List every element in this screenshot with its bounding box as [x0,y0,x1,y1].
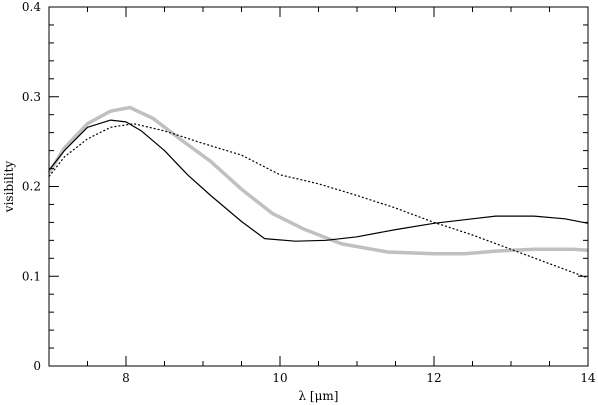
series-line-thick-gray [47,105,589,256]
x-tick-label: 8 [122,371,130,385]
y-tick-label: 0.2 [22,180,41,194]
y-axis-label: visibility [2,161,16,214]
series-group [47,105,589,279]
ticks-group [48,6,589,367]
x-tick-label: 12 [426,371,441,385]
x-tick-label: 10 [272,371,287,385]
y-tick-label: 0.3 [22,90,41,104]
series-line-dotted-black [48,123,589,279]
x-axis-label: λ [μm] [299,389,339,403]
tick-labels-group: 8 10 12 14 0 0.1 0.2 0.3 0.4 [22,0,596,385]
series-line-solid-black [48,119,589,242]
y-tick-label: 0.4 [22,0,41,14]
y-tick-label: 0.1 [22,269,41,283]
y-tick-label: 0 [33,359,41,373]
x-tick-label: 14 [580,371,596,385]
plot-frame [48,6,589,367]
